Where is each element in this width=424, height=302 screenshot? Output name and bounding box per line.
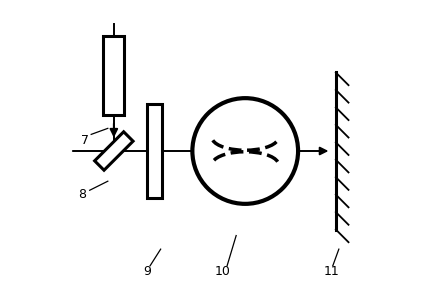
Bar bbox=[147, 104, 162, 198]
Text: 10: 10 bbox=[215, 265, 231, 278]
Text: 8: 8 bbox=[78, 188, 86, 201]
Text: 9: 9 bbox=[143, 265, 151, 278]
Text: 7: 7 bbox=[81, 134, 89, 147]
Polygon shape bbox=[95, 132, 133, 170]
Bar bbox=[103, 36, 124, 115]
Circle shape bbox=[192, 98, 298, 204]
Text: 11: 11 bbox=[324, 265, 339, 278]
